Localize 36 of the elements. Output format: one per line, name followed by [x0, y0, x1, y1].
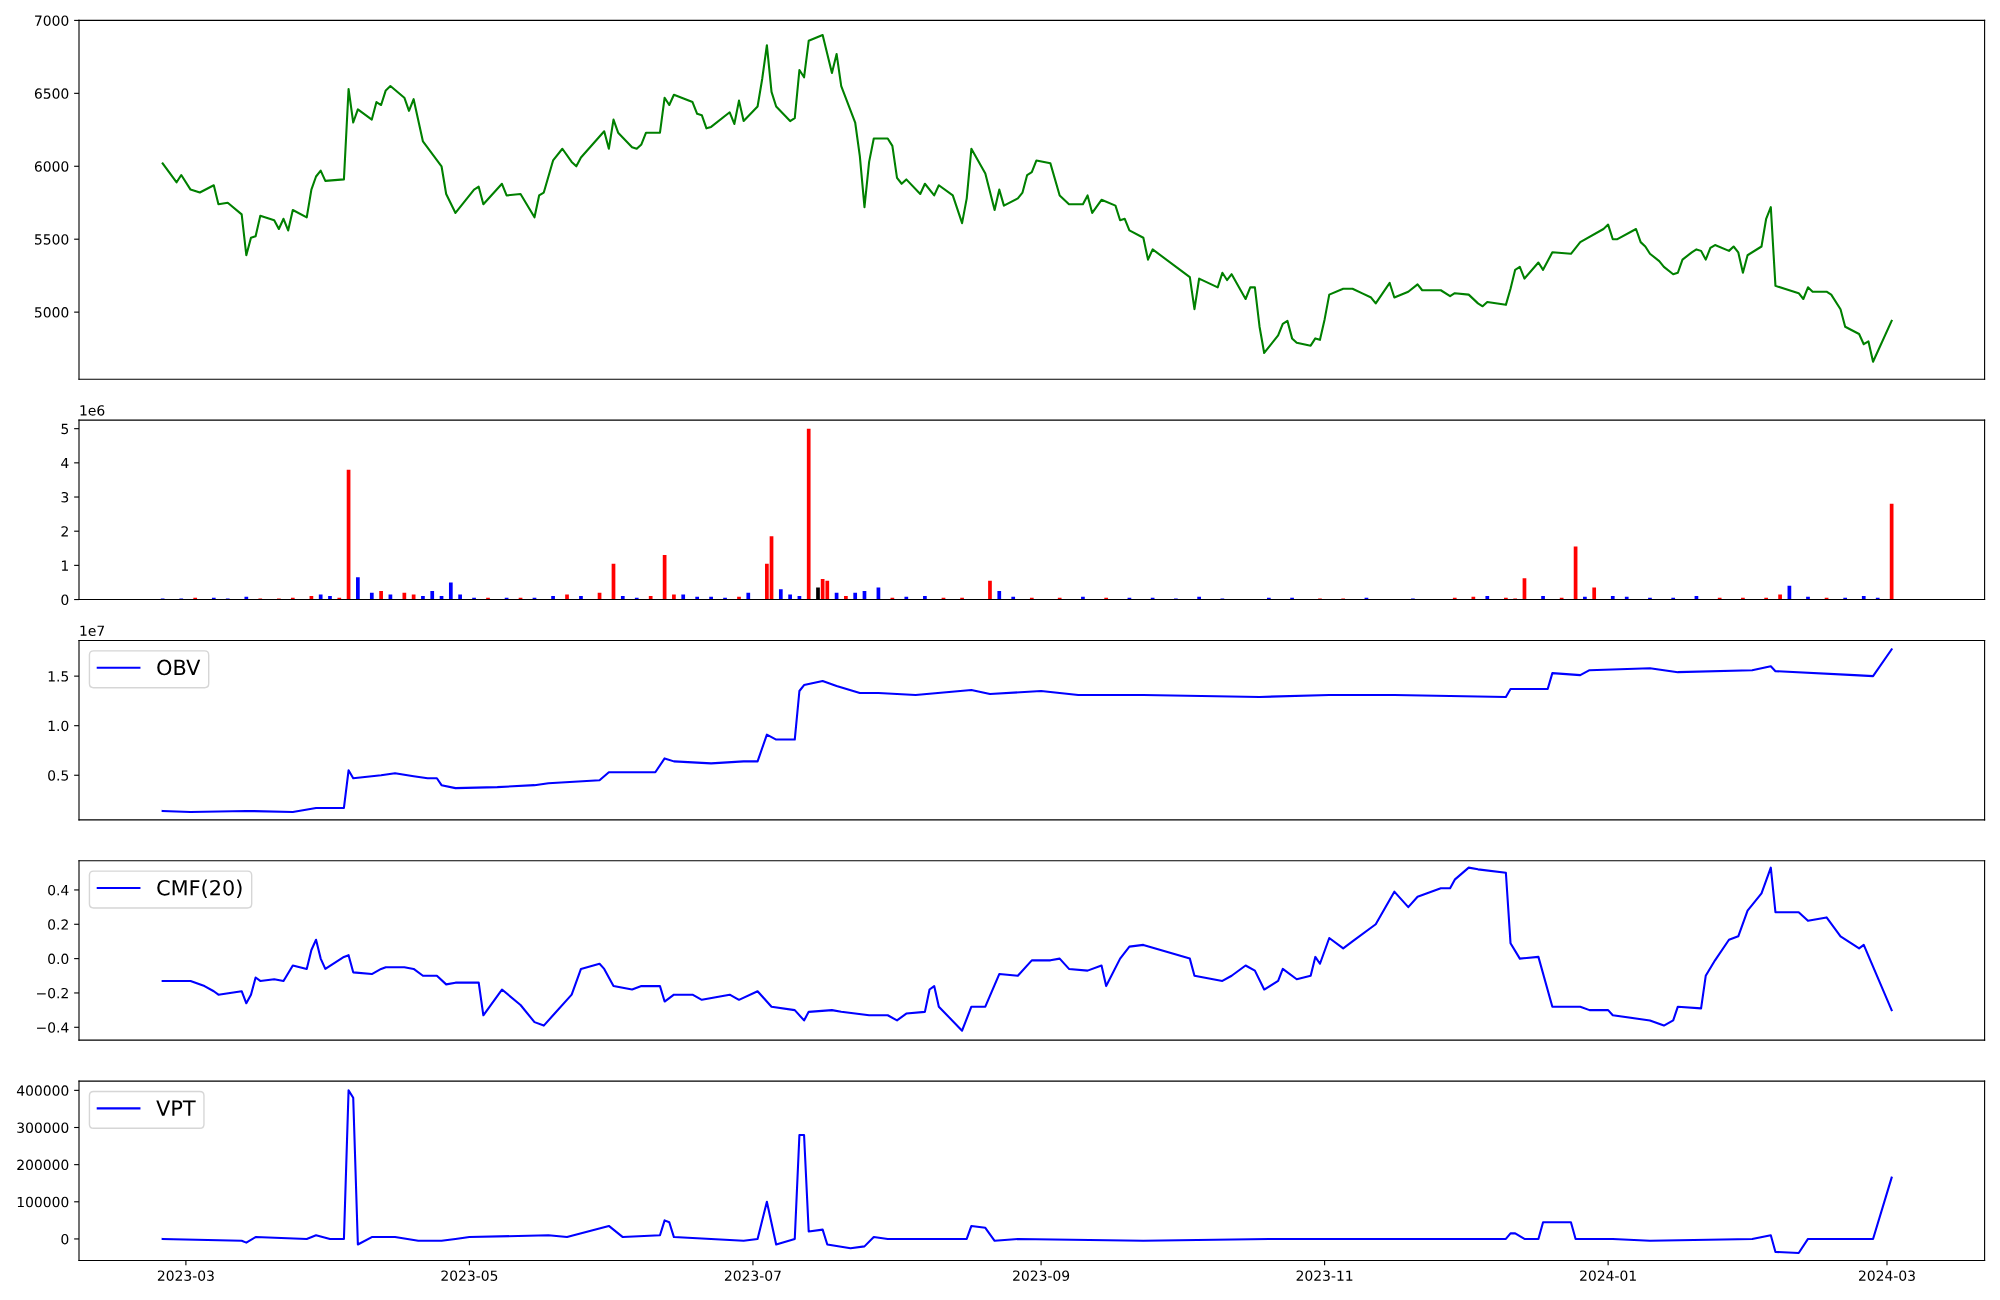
y-tick-label: 2: [61, 526, 68, 537]
text: 1e7: [80, 625, 105, 636]
legend-label: OBV: [157, 659, 201, 676]
y-tick-label: 3: [61, 491, 69, 503]
y-tick-label: 1.5: [48, 671, 69, 682]
y-tick-label: 1.0: [48, 720, 69, 732]
legend-label: VPT: [156, 1100, 196, 1116]
x-tick-label: 2023-09: [1013, 1270, 1070, 1281]
y-tick-label: −0.2: [37, 987, 68, 999]
y-tick-label: 0.4: [48, 884, 69, 896]
y-tick-label: 5500: [35, 234, 69, 245]
legend-label: CMF(20): [157, 879, 242, 899]
y-tick-label: 6000: [34, 161, 69, 172]
x-tick-label: 2023-03: [157, 1270, 214, 1281]
y-tick-label: 200000: [17, 1159, 69, 1171]
y-tick-label: 0.2: [48, 919, 68, 930]
y-tick-label: 5000: [35, 307, 69, 318]
y-tick-label: 5: [61, 423, 69, 435]
y-tick-label: 4: [61, 458, 69, 469]
y-tick-label: 1: [61, 560, 68, 571]
text: 1e6: [80, 405, 105, 416]
y-tick-label: 300000: [17, 1122, 69, 1133]
y-tick-label: 7000: [35, 15, 69, 26]
x-tick-label: 2023-07: [724, 1270, 781, 1281]
y-tick-label: 0.0: [48, 953, 69, 965]
x-tick-label: 2023-11: [1296, 1270, 1353, 1281]
y-tick-label: −0.4: [37, 1022, 69, 1033]
x-tick-label: 2024-03: [1859, 1270, 1915, 1281]
x-tick-label: 2023-05: [441, 1270, 498, 1281]
y-tick-label: 0.5: [48, 770, 69, 781]
y-tick-label: 400000: [16, 1085, 69, 1096]
y-tick-label: 0: [61, 1233, 69, 1245]
y-tick-label: 6500: [34, 88, 69, 99]
x-tick-label: 2024-01: [1580, 1270, 1636, 1281]
y-tick-label: 0: [61, 594, 69, 606]
y-tick-label: 100000: [17, 1196, 69, 1208]
